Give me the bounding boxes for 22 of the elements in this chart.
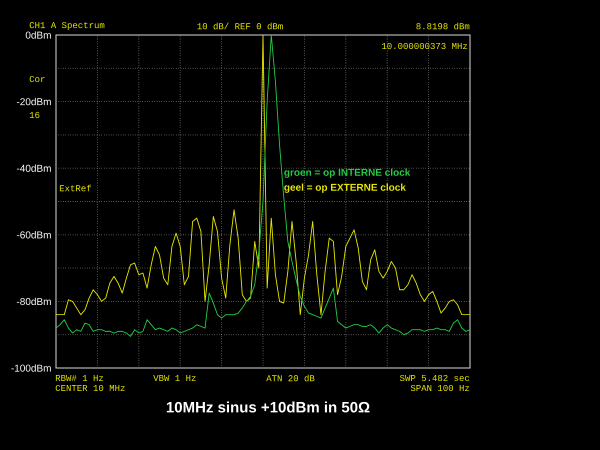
series-label: geel = op EXTERNE clock xyxy=(284,183,406,193)
y-tick-label: -100dBm xyxy=(11,364,51,372)
y-tick-label: -40dBm xyxy=(16,164,51,172)
text: SPAN 100 Hz xyxy=(410,384,470,392)
y-tick-label: -60dBm xyxy=(16,231,51,238)
text: 10 dB/ REF 0 dBm xyxy=(197,22,283,30)
text: Cor xyxy=(30,76,45,82)
text: 16 xyxy=(30,112,40,118)
series-label: groen = op INTERNE clock xyxy=(284,168,410,178)
y-tick-label: -80dBm xyxy=(16,298,51,306)
y-tick-label: -20dBm xyxy=(16,98,51,106)
text: ATN 20 dB xyxy=(266,374,314,382)
text: 8.8198 dBm xyxy=(416,22,470,30)
annotation: 10.000000373 MHz xyxy=(382,42,468,50)
text: CENTER 10 MHz xyxy=(56,384,125,392)
text: SWP 5.482 sec xyxy=(400,374,470,382)
y-tick-label: 0dBm xyxy=(26,31,51,39)
text: CH1 A Spectrum xyxy=(30,22,104,30)
text: 10MHz sinus +10dBm in 50Ω xyxy=(166,401,370,412)
text: VBW 1 Hz xyxy=(153,375,196,381)
text: RBW# 1 Hz xyxy=(56,375,104,381)
annotation: ExtRef xyxy=(60,184,92,192)
